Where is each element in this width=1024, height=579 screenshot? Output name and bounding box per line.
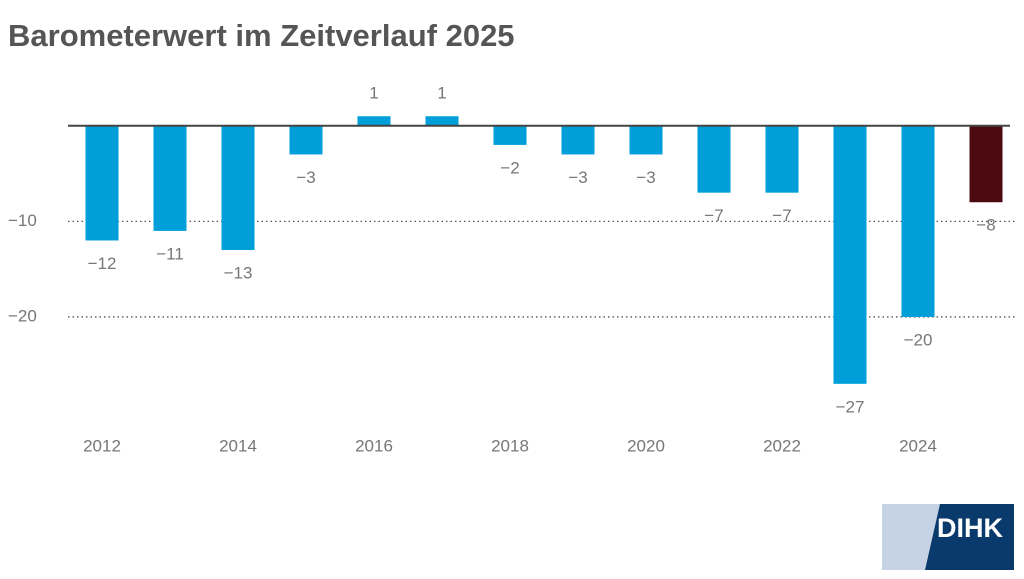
logo-text: DIHK [937, 513, 1003, 543]
x-tick-label: 2024 [899, 436, 937, 455]
x-tick-label: 2014 [219, 436, 257, 455]
value-label: −7 [704, 206, 723, 225]
value-label: −3 [568, 168, 587, 187]
x-tick-label: 2022 [763, 436, 801, 455]
bar [629, 125, 663, 155]
value-label: −12 [88, 254, 117, 273]
value-label: 1 [437, 84, 446, 103]
bar [153, 125, 187, 231]
bar [221, 125, 255, 251]
chart-title: Barometerwert im Zeitverlauf 2025 [8, 18, 515, 53]
logo-shape [925, 504, 1014, 570]
value-label: −3 [636, 168, 655, 187]
bar [289, 125, 323, 155]
bar [493, 125, 527, 145]
bar [901, 125, 935, 317]
bar [697, 125, 731, 193]
bar [969, 125, 1003, 203]
x-tick-label: 2020 [627, 436, 665, 455]
value-label: −7 [772, 206, 791, 225]
bar [765, 125, 799, 193]
y-tick-label: −10 [8, 211, 37, 230]
x-tick-label: 2018 [491, 436, 529, 455]
y-tick-label: −20 [8, 306, 37, 325]
x-tick-label: 2012 [83, 436, 121, 455]
value-label: −13 [224, 264, 253, 283]
bar [357, 116, 391, 126]
value-label: −8 [976, 216, 995, 235]
value-label: −11 [156, 244, 184, 263]
value-label: −3 [296, 168, 315, 187]
value-label: −2 [500, 158, 519, 177]
logo: DIHK [882, 504, 1014, 570]
bar [833, 125, 867, 384]
bar [425, 116, 459, 126]
value-label: 1 [369, 84, 378, 103]
value-label: −27 [836, 397, 865, 416]
value-label: −20 [904, 330, 933, 349]
bar [561, 125, 595, 155]
x-tick-label: 2016 [355, 436, 393, 455]
bar [85, 125, 119, 241]
